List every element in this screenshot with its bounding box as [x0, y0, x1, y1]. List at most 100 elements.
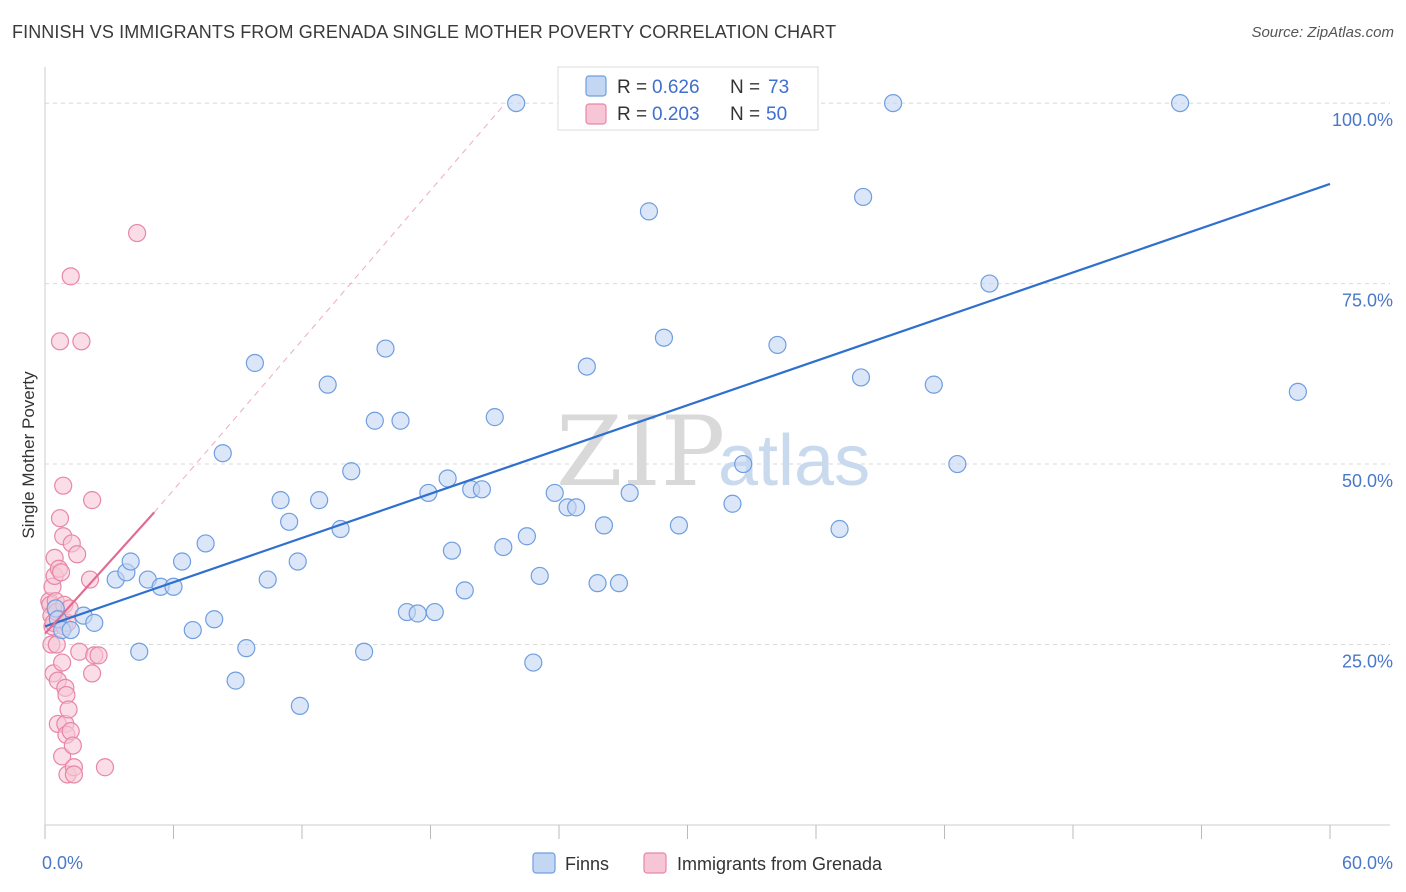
bottom-legend-swatch-finns	[532, 852, 556, 874]
chart-source: Source: ZipAtlas.com	[1251, 24, 1394, 41]
finns-point	[948, 454, 967, 474]
finns-point	[365, 411, 384, 430]
finns-point	[851, 368, 871, 387]
finns-point	[121, 552, 140, 571]
finns-trend-line	[44, 182, 1331, 628]
chart-title: FINNISH VS IMMIGRANTS FROM GRENADA SINGL…	[12, 22, 837, 42]
finns-point	[442, 541, 462, 560]
finns-point	[331, 519, 350, 539]
finns-point	[290, 696, 309, 715]
finns-point	[425, 602, 444, 622]
grenada-points	[40, 223, 147, 784]
correlation-legend: R = 0.626 N = 73 R = 0.203 N = 50	[557, 66, 819, 131]
finns-point	[438, 469, 457, 488]
trend-lines	[44, 102, 1331, 635]
y-tick-label: 100.0%	[1332, 110, 1393, 130]
series-legend: Finns Immigrants from Grenada	[532, 852, 883, 874]
grenada-point	[80, 570, 100, 589]
finns-point	[854, 187, 873, 207]
grenada-point	[53, 747, 72, 766]
finns-point	[226, 671, 245, 690]
finns-point	[419, 483, 438, 503]
y-axis-label: Single Mother Poverty	[19, 371, 38, 539]
finns-point	[669, 516, 689, 535]
grenada-point	[83, 664, 102, 683]
finns-point	[455, 581, 474, 600]
finns-point	[530, 566, 549, 586]
finns-point	[883, 93, 903, 113]
finns-point	[517, 527, 536, 546]
finns-point	[271, 491, 290, 510]
y-tick-label: 25.0%	[1342, 652, 1393, 672]
finns-point	[545, 483, 564, 503]
bottom-legend-finns: Finns	[565, 854, 609, 874]
finns-point	[376, 339, 395, 358]
finns-point	[830, 519, 849, 539]
grenada-point	[127, 223, 147, 243]
finns-point	[507, 93, 526, 113]
finns-point	[609, 574, 629, 593]
finns-point	[205, 610, 224, 629]
y-tick-labels: 25.0% 50.0% 75.0% 100.0%	[1332, 110, 1393, 671]
grenada-point	[61, 267, 80, 286]
finns-point	[183, 620, 202, 640]
finns-point	[318, 375, 337, 394]
bottom-legend-grenada: Immigrants from Grenada	[677, 854, 883, 874]
finns-point	[196, 534, 215, 553]
finns-point	[654, 328, 674, 347]
finns-point	[408, 604, 427, 623]
grenada-point	[64, 765, 84, 784]
finns-point	[594, 516, 614, 535]
legend-n-label-finns: N =	[730, 77, 760, 98]
legend-n-value-grenada: 50	[766, 104, 787, 125]
finns-point	[639, 202, 659, 221]
grenada-point	[68, 545, 87, 564]
finns-point	[768, 335, 787, 355]
finns-point	[288, 552, 307, 571]
x-tick-label-max: 60.0%	[1342, 853, 1393, 873]
bottom-legend-swatch-grenada	[643, 852, 667, 874]
grenada-point	[53, 653, 72, 672]
y-tick-label: 50.0%	[1342, 471, 1393, 491]
watermark-zip: ZIP	[556, 396, 725, 508]
grenada-point	[63, 736, 82, 755]
grenada-point	[83, 491, 102, 510]
grenada-point	[89, 646, 108, 665]
finns-point	[310, 491, 329, 510]
x-tick-labels: 0.0% 60.0%	[42, 853, 1393, 873]
legend-swatch-finns	[585, 75, 607, 97]
grenada-point	[70, 642, 89, 661]
finns-point	[172, 552, 192, 571]
grenada-point	[50, 332, 70, 351]
finns-point	[61, 620, 80, 640]
grenada-trend-line	[44, 511, 156, 635]
y-tick-label: 75.0%	[1342, 291, 1393, 311]
finns-point	[924, 375, 943, 394]
legend-n-value-finns: 73	[768, 77, 789, 98]
legend-r-label-grenada: R =	[617, 104, 647, 125]
grenada-point	[54, 476, 73, 495]
finns-point	[588, 574, 607, 593]
finns-point	[245, 353, 264, 373]
finns-point	[577, 357, 596, 376]
finns-point	[213, 444, 232, 463]
watermark: ZIP atlas	[556, 396, 870, 508]
legend-r-label-finns: R =	[617, 77, 647, 98]
finns-point	[567, 498, 586, 517]
grenada-point	[72, 332, 91, 351]
grenada-point	[50, 509, 70, 528]
finns-point	[164, 577, 183, 596]
finns-point	[472, 480, 491, 499]
finns-point	[485, 408, 504, 427]
finns-point	[1170, 93, 1190, 113]
finns-point	[391, 411, 410, 430]
gridlines	[45, 102, 1390, 646]
finns-point	[1288, 382, 1307, 401]
finns-point	[734, 454, 753, 474]
legend-swatch-grenada	[585, 103, 607, 125]
finns-point	[130, 642, 149, 661]
grenada-point	[95, 758, 115, 777]
finns-point	[237, 639, 256, 658]
grenada-point	[51, 563, 71, 582]
